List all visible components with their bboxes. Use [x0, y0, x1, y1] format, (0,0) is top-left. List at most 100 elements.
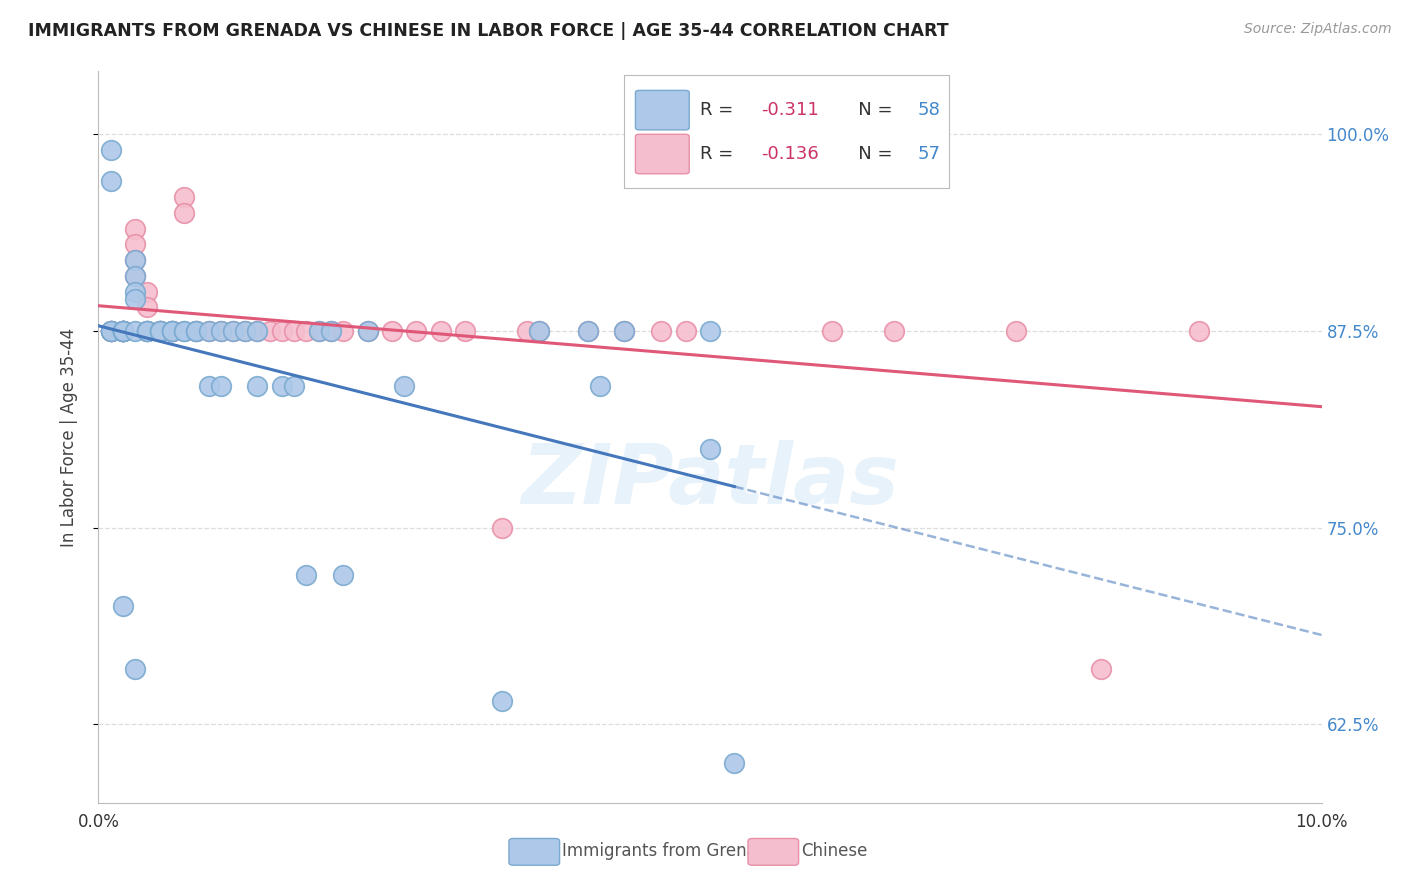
- Text: Immigrants from Grenada: Immigrants from Grenada: [562, 842, 778, 860]
- Point: [124, 293, 146, 307]
- Point: [295, 324, 318, 338]
- Text: -0.311: -0.311: [762, 101, 820, 120]
- Point: [149, 324, 172, 338]
- Point: [308, 324, 330, 338]
- Point: [136, 324, 159, 338]
- Text: N =: N =: [841, 101, 898, 120]
- Point: [883, 324, 905, 338]
- Point: [283, 324, 305, 338]
- Point: [233, 324, 256, 338]
- Point: [124, 268, 146, 283]
- Point: [356, 324, 378, 338]
- Point: [149, 324, 172, 338]
- Point: [160, 324, 183, 338]
- Point: [136, 301, 159, 315]
- Text: N =: N =: [841, 145, 898, 163]
- FancyBboxPatch shape: [636, 90, 689, 130]
- Point: [1188, 324, 1211, 338]
- Point: [283, 379, 305, 393]
- Point: [149, 324, 172, 338]
- Point: [149, 324, 172, 338]
- Point: [430, 324, 453, 338]
- Point: [197, 324, 219, 338]
- Point: [100, 324, 122, 338]
- Point: [124, 253, 146, 268]
- Point: [197, 379, 219, 393]
- Point: [650, 324, 672, 338]
- Point: [111, 324, 134, 338]
- Point: [149, 324, 172, 338]
- Point: [100, 324, 122, 338]
- Text: Source: ZipAtlas.com: Source: ZipAtlas.com: [1244, 22, 1392, 37]
- Point: [100, 143, 122, 157]
- Text: R =: R =: [700, 101, 740, 120]
- Point: [111, 324, 134, 338]
- Point: [1090, 662, 1112, 676]
- Point: [160, 324, 183, 338]
- Point: [613, 324, 636, 338]
- Point: [124, 324, 146, 338]
- Point: [100, 324, 122, 338]
- Point: [111, 324, 134, 338]
- Point: [222, 324, 245, 338]
- Point: [356, 324, 378, 338]
- Point: [209, 324, 232, 338]
- Point: [270, 324, 292, 338]
- Point: [100, 324, 122, 338]
- Point: [136, 324, 159, 338]
- Point: [124, 268, 146, 283]
- Point: [246, 324, 269, 338]
- Point: [209, 379, 232, 393]
- Point: [699, 128, 721, 142]
- Point: [124, 253, 146, 268]
- Point: [246, 324, 269, 338]
- Point: [111, 324, 134, 338]
- Text: Chinese: Chinese: [801, 842, 868, 860]
- Text: 58: 58: [918, 101, 941, 120]
- Point: [173, 324, 195, 338]
- Point: [149, 324, 172, 338]
- Point: [259, 324, 281, 338]
- Point: [111, 324, 134, 338]
- Point: [332, 567, 354, 582]
- Point: [246, 379, 269, 393]
- Point: [186, 324, 208, 338]
- Point: [319, 324, 342, 338]
- Point: [516, 324, 538, 338]
- Point: [589, 379, 612, 393]
- Point: [111, 324, 134, 338]
- Point: [100, 174, 122, 188]
- Point: [186, 324, 208, 338]
- Point: [160, 324, 183, 338]
- Point: [491, 693, 513, 707]
- Text: -0.136: -0.136: [762, 145, 820, 163]
- Point: [381, 324, 404, 338]
- Point: [111, 324, 134, 338]
- Point: [124, 237, 146, 252]
- Point: [197, 324, 219, 338]
- Point: [392, 379, 416, 393]
- Point: [173, 206, 195, 220]
- Point: [124, 662, 146, 676]
- Point: [723, 756, 745, 771]
- Point: [111, 324, 134, 338]
- Point: [576, 324, 599, 338]
- Point: [124, 285, 146, 299]
- Point: [491, 520, 513, 534]
- FancyBboxPatch shape: [624, 75, 949, 188]
- Point: [821, 324, 844, 338]
- Point: [136, 324, 159, 338]
- Point: [100, 324, 122, 338]
- Point: [136, 285, 159, 299]
- Point: [332, 324, 354, 338]
- Point: [173, 324, 195, 338]
- Point: [124, 221, 146, 235]
- Y-axis label: In Labor Force | Age 35-44: In Labor Force | Age 35-44: [59, 327, 77, 547]
- Point: [100, 324, 122, 338]
- Point: [454, 324, 477, 338]
- Text: IMMIGRANTS FROM GRENADA VS CHINESE IN LABOR FORCE | AGE 35-44 CORRELATION CHART: IMMIGRANTS FROM GRENADA VS CHINESE IN LA…: [28, 22, 949, 40]
- Point: [308, 324, 330, 338]
- Point: [111, 599, 134, 614]
- Point: [295, 567, 318, 582]
- Point: [160, 324, 183, 338]
